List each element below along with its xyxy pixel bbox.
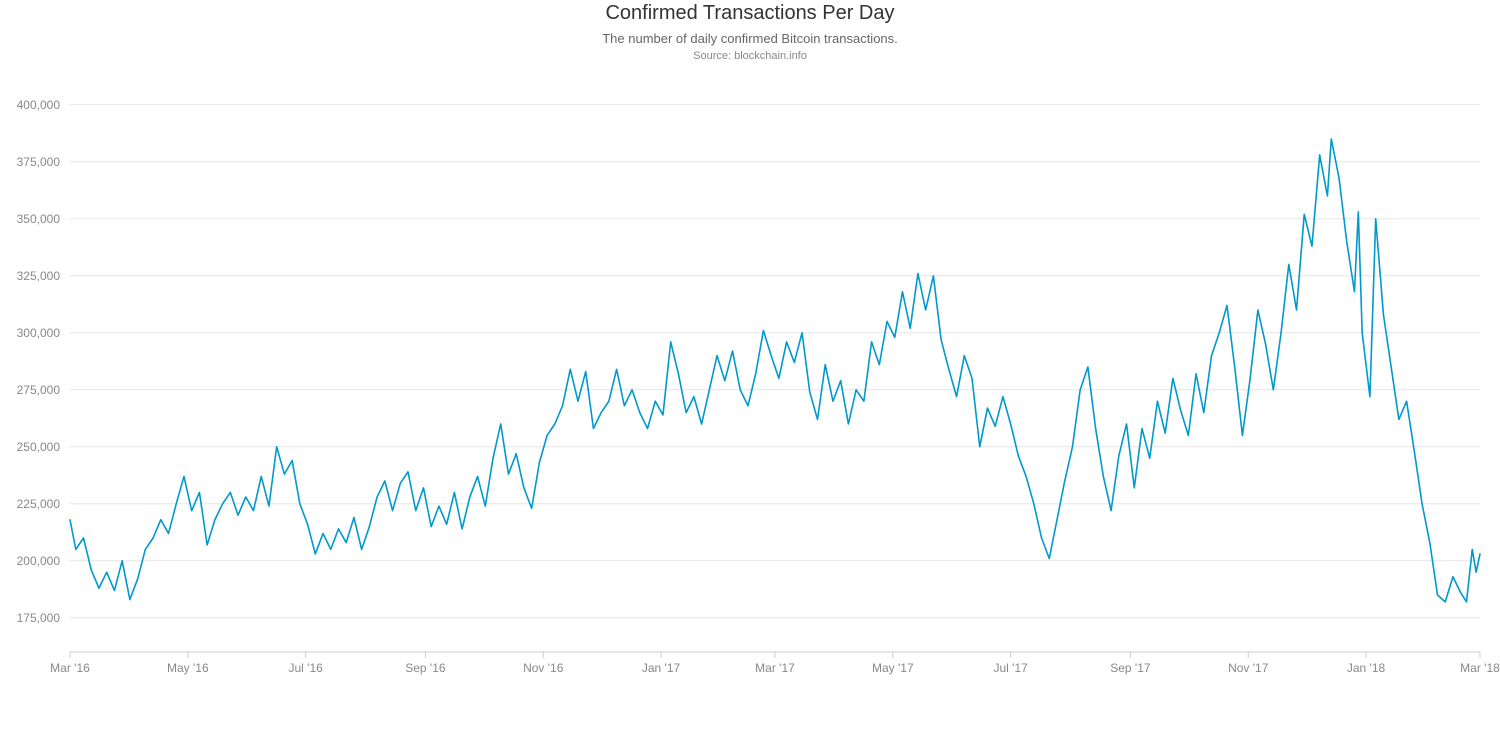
y-axis-tick-label: 250,000 bbox=[17, 440, 61, 454]
y-axis-tick-label: 175,000 bbox=[17, 611, 61, 625]
chart-titles: Confirmed Transactions Per Day The numbe… bbox=[0, 0, 1500, 62]
x-axis-tick-label: Jul '16 bbox=[288, 661, 323, 675]
x-axis-tick-label: May '17 bbox=[872, 661, 914, 675]
y-axis-tick-label: 325,000 bbox=[17, 269, 61, 283]
y-axis-tick-label: 200,000 bbox=[17, 554, 61, 568]
chart-svg: 175,000 200,000 225,000 250,000 275,000 300,0… bbox=[0, 62, 1500, 713]
x-axis-tick-label: Jan '18 bbox=[1347, 661, 1386, 675]
x-axis-tick-label: Jul '17 bbox=[993, 661, 1028, 675]
x-axis-tick-label: May '16 bbox=[167, 661, 209, 675]
y-axis-tick-label: 400,000 bbox=[17, 98, 61, 112]
x-axis-tick-label: Nov '17 bbox=[1228, 661, 1269, 675]
x-axis-tick-label: Jan '17 bbox=[642, 661, 681, 675]
chart-subtitle: The number of daily confirmed Bitcoin tr… bbox=[0, 31, 1500, 46]
x-axis-tick-label: Nov '16 bbox=[523, 661, 564, 675]
series-line bbox=[70, 139, 1480, 602]
x-axis-tick-label: Sep '16 bbox=[405, 661, 446, 675]
y-axis-tick-label: 350,000 bbox=[17, 212, 61, 226]
x-axis-tick-label: Mar '18 bbox=[1460, 661, 1500, 675]
x-axis-tick-label: Sep '17 bbox=[1110, 661, 1151, 675]
y-axis-tick-label: 300,000 bbox=[17, 326, 61, 340]
x-axis-tick-label: Mar '16 bbox=[50, 661, 90, 675]
chart-source: Source: blockchain.info bbox=[0, 50, 1500, 62]
y-axis-tick-label: 275,000 bbox=[17, 383, 61, 397]
x-axis-tick-label: Mar '17 bbox=[755, 661, 795, 675]
y-axis-tick-label: 225,000 bbox=[17, 497, 61, 511]
y-axis-tick-label: 375,000 bbox=[17, 155, 61, 169]
chart-title: Confirmed Transactions Per Day bbox=[0, 2, 1500, 25]
chart-container: Confirmed Transactions Per Day The numbe… bbox=[0, 0, 1500, 731]
